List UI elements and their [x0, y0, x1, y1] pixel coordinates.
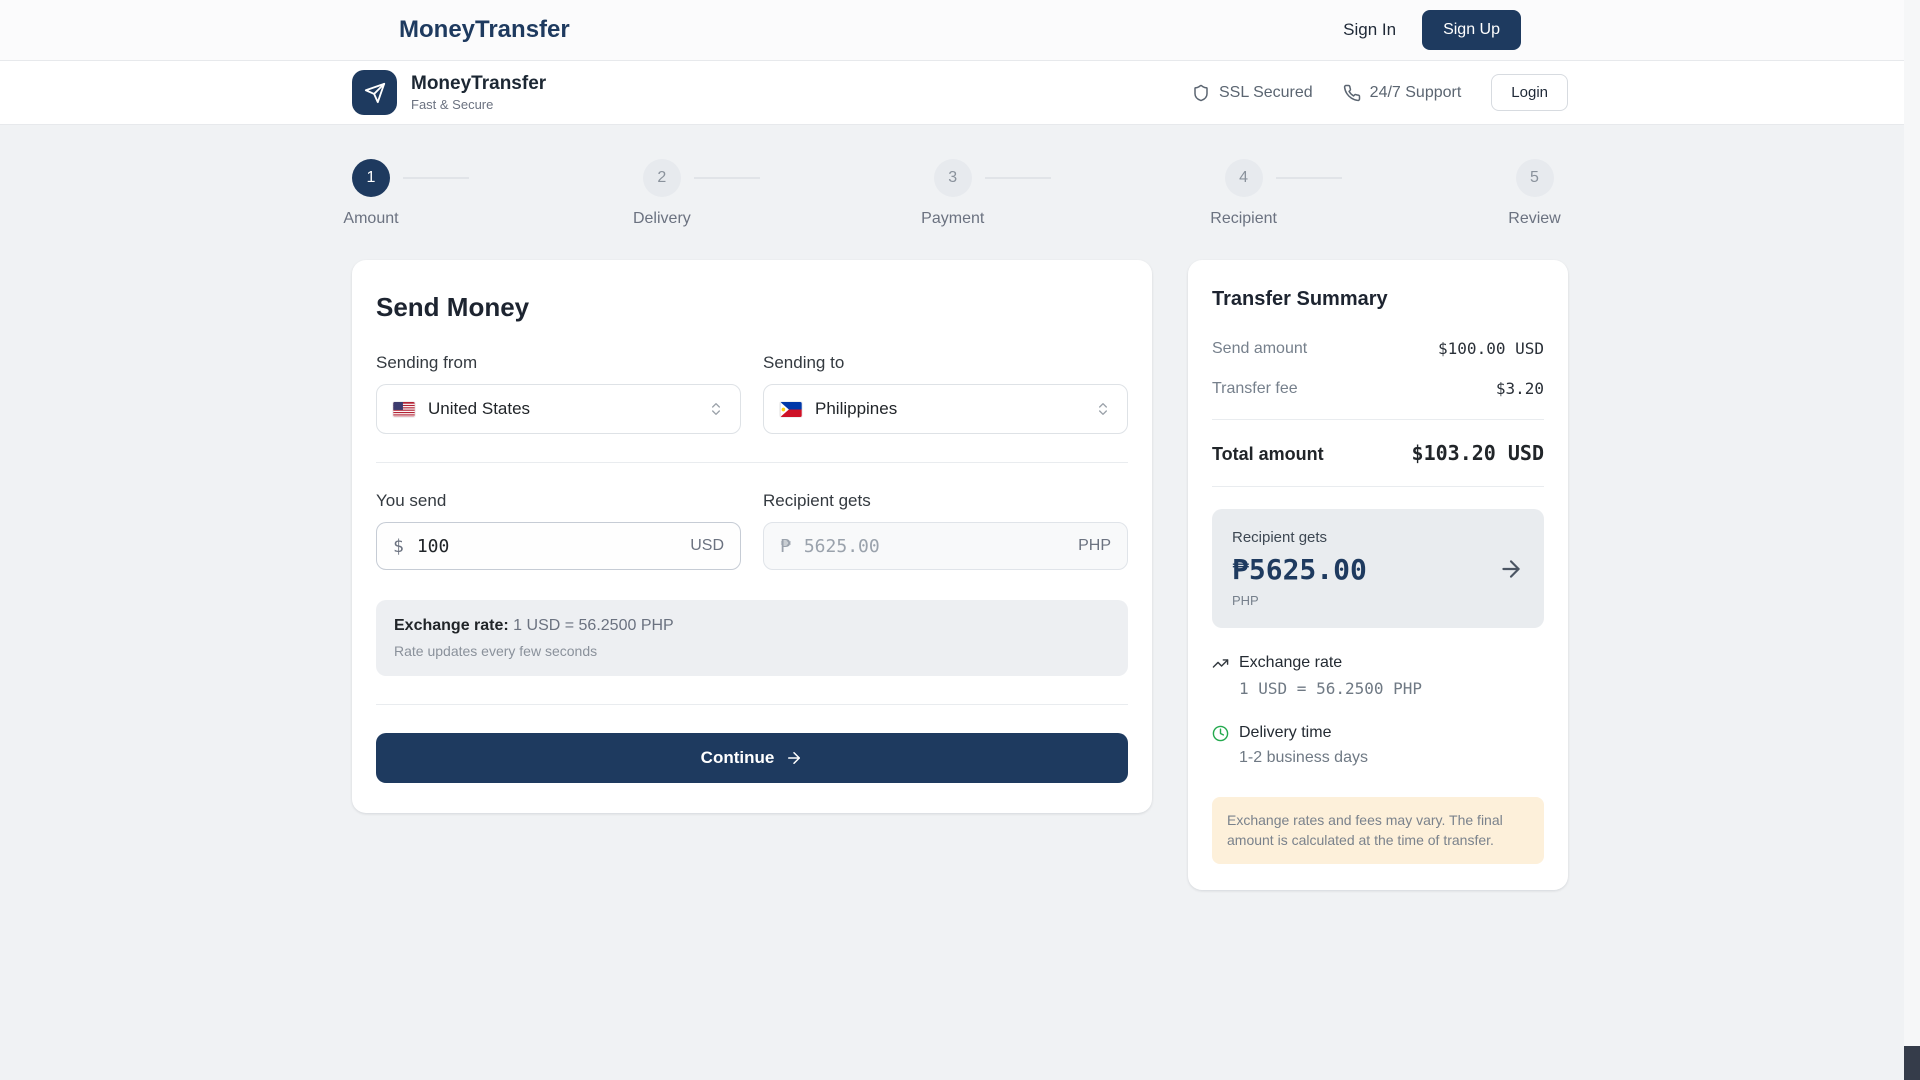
transfer-fee-label: Transfer fee	[1212, 379, 1298, 397]
step-circle-2: 2	[642, 159, 681, 197]
form-divider	[376, 462, 1128, 463]
you-send-label: You send	[376, 491, 447, 510]
you-send-currency: USD	[690, 537, 724, 554]
scrollbar-track[interactable]	[1904, 0, 1920, 1080]
ssl-secured-badge: SSL Secured	[1192, 84, 1313, 102]
sending-from-label: Sending from	[376, 353, 478, 372]
ssl-secured-label: SSL Secured	[1218, 83, 1313, 101]
step-label-delivery: Delivery	[632, 210, 691, 227]
step-circle-5: 5	[1515, 159, 1554, 197]
phone-icon	[1343, 84, 1361, 102]
summary-divider	[1212, 486, 1544, 487]
total-amount-row: Total amount $103.20 USD	[1212, 441, 1544, 465]
exchange-rate-info-value: 1 USD = 56.2500 PHP	[1239, 679, 1423, 698]
sending-to-label: Sending to	[763, 353, 845, 372]
step-circle-1: 1	[352, 159, 390, 197]
sending-from-select[interactable]: United States	[376, 384, 741, 434]
app-header: MoneyTransfer Fast & Secure SSL Secured …	[0, 61, 1920, 125]
rate-update-note: Rate updates every few seconds	[394, 643, 598, 659]
send-money-title: Send Money	[376, 292, 530, 322]
total-amount-value: $103.20 USD	[1411, 441, 1544, 465]
logo-group: MoneyTransfer Fast & Secure	[352, 70, 546, 115]
chevrons-up-down-icon	[708, 401, 724, 417]
transfer-fee-value: $3.20	[1495, 379, 1544, 398]
exchange-rate-key: Exchange rate:	[394, 617, 509, 634]
send-amount-value: $100.00 USD	[1438, 339, 1544, 358]
dollar-sign-prefix: $	[393, 535, 404, 557]
step-delivery: 2 Delivery	[633, 159, 760, 228]
app-title: MoneyTransfer	[411, 73, 547, 94]
arrow-right-icon	[1498, 556, 1524, 582]
step-connector	[403, 177, 469, 179]
support-label: 24/7 Support	[1369, 83, 1462, 101]
you-send-input[interactable]	[416, 535, 681, 557]
send-money-card: Send Money Sending from United States Se…	[352, 260, 1152, 813]
sign-up-button[interactable]: Sign Up	[1422, 10, 1521, 50]
shield-icon	[1192, 84, 1210, 102]
scrollbar-thumb[interactable]	[1904, 1046, 1920, 1080]
brand-wordmark: MoneyTransfer	[399, 16, 570, 43]
step-circle-3: 3	[933, 159, 972, 197]
recipient-panel-amount: ₱5625.00	[1232, 553, 1367, 586]
send-paper-plane-icon	[364, 82, 386, 104]
exchange-rate-panel: Exchange rate: 1 USD = 56.2500 PHP Rate …	[376, 600, 1128, 676]
step-connector	[693, 177, 760, 179]
you-send-field: $ USD	[376, 522, 741, 570]
recipient-panel-currency: PHP	[1232, 593, 1259, 608]
clock-icon	[1212, 725, 1229, 742]
support-badge: 24/7 Support	[1343, 83, 1462, 102]
recipient-gets-field: ₱ PHP	[763, 522, 1128, 570]
peso-sign-prefix: ₱	[780, 535, 791, 557]
app-tagline: Fast & Secure	[411, 97, 494, 112]
app-logo	[352, 70, 397, 115]
recipient-gets-panel[interactable]: Recipient gets ₱5625.00 PHP	[1212, 509, 1544, 628]
total-amount-label: Total amount	[1212, 444, 1324, 464]
step-circle-4: 4	[1224, 159, 1263, 197]
transfer-summary-card: Transfer Summary Send amount $100.00 USD…	[1188, 260, 1568, 890]
recipient-gets-input	[803, 535, 1069, 557]
exchange-rate-info-label: Exchange rate	[1239, 654, 1343, 671]
trending-up-icon	[1212, 655, 1229, 672]
send-amount-row: Send amount $100.00 USD	[1212, 339, 1544, 358]
progress-stepper: 1 Amount 2 Delivery 3 Payment 4 Recipien…	[343, 159, 1568, 228]
recipient-gets-label: Recipient gets	[763, 491, 871, 510]
continue-label: Continue	[700, 748, 775, 767]
sending-from-value: United States	[428, 399, 531, 418]
arrow-right-icon	[785, 749, 803, 767]
delivery-time-info-value: 1-2 business days	[1239, 749, 1368, 766]
transfer-fee-row: Transfer fee $3.20	[1212, 379, 1544, 398]
recipient-gets-currency: PHP	[1078, 537, 1111, 554]
sign-in-link[interactable]: Sign In	[1343, 20, 1397, 39]
chevrons-up-down-icon	[1095, 401, 1111, 417]
step-recipient: 4 Recipient	[1210, 159, 1342, 228]
step-amount: 1 Amount	[343, 159, 469, 228]
step-label-review: Review	[1508, 210, 1561, 227]
step-label-amount: Amount	[343, 210, 399, 227]
us-flag-icon	[393, 401, 415, 417]
disclaimer-note: Exchange rates and fees may vary. The fi…	[1212, 797, 1544, 864]
recipient-panel-label: Recipient gets	[1232, 529, 1328, 546]
step-connector	[1275, 177, 1342, 179]
form-divider	[376, 704, 1128, 705]
sending-to-select[interactable]: Philippines	[763, 384, 1128, 434]
ph-flag-icon	[780, 401, 802, 417]
exchange-rate-value: 1 USD = 56.2500 PHP	[513, 617, 674, 634]
continue-button[interactable]: Continue	[376, 733, 1128, 783]
exchange-rate-info: Exchange rate 1 USD = 56.2500 PHP	[1212, 654, 1544, 698]
send-amount-label: Send amount	[1212, 339, 1308, 357]
step-payment: 3 Payment	[921, 159, 1051, 228]
delivery-time-info: Delivery time 1-2 business days	[1212, 724, 1544, 767]
transfer-summary-title: Transfer Summary	[1212, 288, 1388, 310]
top-navigation-bar: MoneyTransfer Sign In Sign Up	[0, 0, 1920, 61]
sending-to-value: Philippines	[815, 399, 898, 418]
summary-divider	[1212, 419, 1544, 420]
step-review: 5 Review	[1508, 159, 1568, 228]
delivery-time-info-label: Delivery time	[1239, 724, 1332, 741]
login-button[interactable]: Login	[1491, 74, 1568, 111]
step-connector	[984, 177, 1051, 179]
step-label-recipient: Recipient	[1210, 210, 1277, 227]
step-label-payment: Payment	[921, 210, 985, 227]
